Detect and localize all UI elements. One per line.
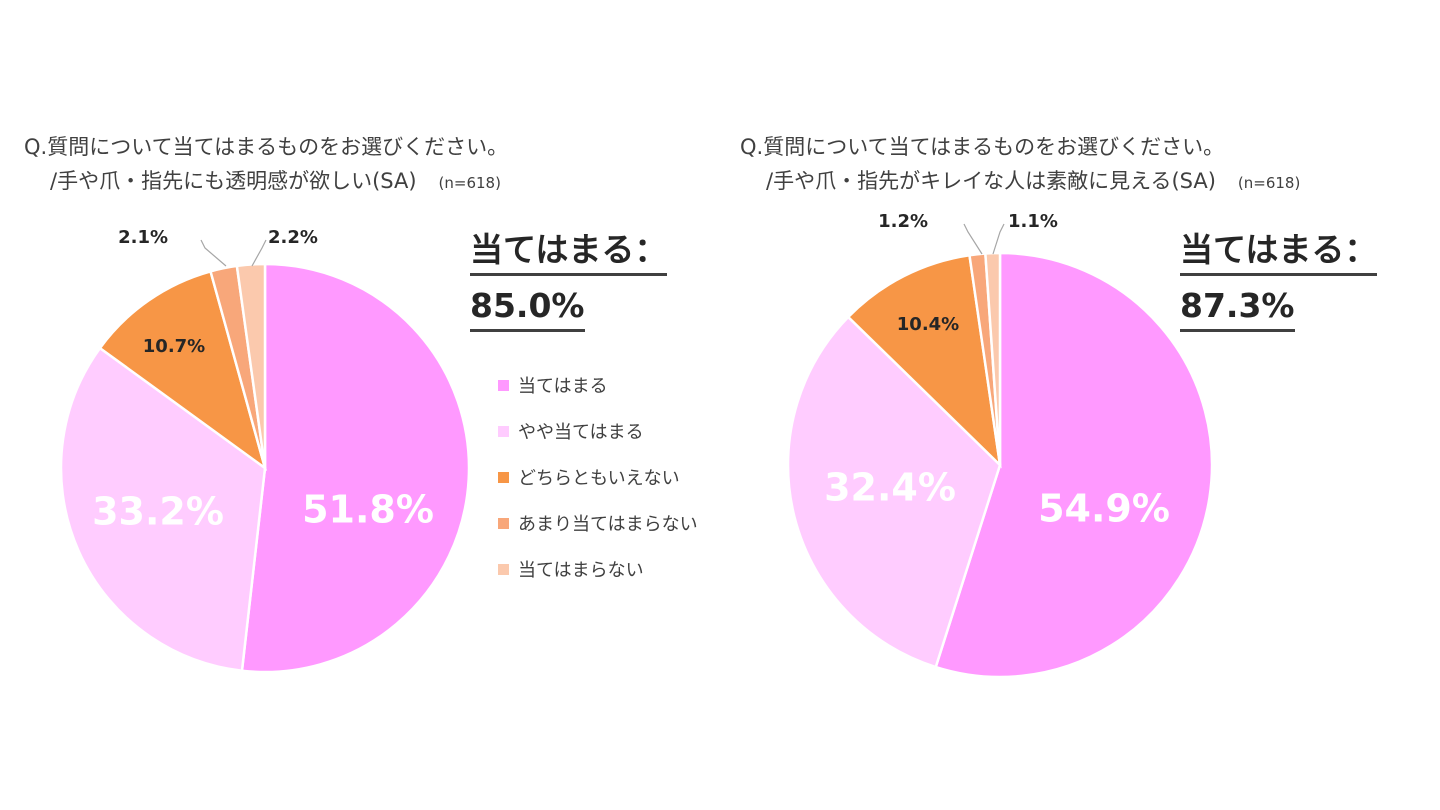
chart-left-summary: 当てはまる： 85.0% [470, 228, 668, 332]
legend-swatch [498, 425, 509, 437]
legend-label: 当てはまる [518, 376, 608, 397]
pie-right-data-label: 10.4% [897, 314, 959, 335]
pie-left-data-label: 2.2% [268, 227, 318, 248]
legend-swatch [498, 517, 509, 529]
legend-swatch [498, 563, 509, 575]
legend-item: やや当てはまる [498, 408, 698, 454]
chart-right-summary: 当てはまる： 87.3% [1180, 228, 1378, 332]
pie-left-data-label: 51.8% [302, 488, 434, 532]
legend-item: どちらともいえない [498, 454, 698, 500]
pie-right-data-label: 54.9% [1038, 487, 1170, 531]
pie-right-slice-1 [934, 251, 1214, 679]
chart-right-summary-value: 87.3% [1180, 284, 1295, 332]
pie-right-slice-3 [846, 253, 1002, 469]
pie-left-slice-2 [59, 346, 267, 673]
pie-left-slice-1 [240, 262, 471, 674]
pie-left-leader-line [200, 239, 227, 267]
chart-left-subquestion: /手や爪・指先にも透明感が欲しい(SA) [50, 169, 417, 193]
legend-label: あまり当てはまらない [518, 514, 698, 535]
pie-right-data-label: 1.1% [1008, 211, 1058, 232]
chart-left-title: Q.質問について当てはまるものをお選びください。 /手や爪・指先にも透明感が欲し… [24, 130, 508, 200]
chart-left-sample-size: (n=618) [438, 174, 501, 192]
pie-right-data-label: 1.2% [878, 211, 928, 232]
chart-left-summary-value: 85.0% [470, 284, 585, 332]
chart-right-sample-size: (n=618) [1237, 174, 1301, 192]
chart-right-summary-label: 当てはまる： [1180, 228, 1378, 276]
legend-label: どちらともいえない [518, 468, 680, 489]
chart-left-summary-label: 当てはまる： [470, 228, 668, 276]
pie-left-data-label: 10.7% [143, 336, 205, 357]
pie-left-slice-5 [235, 262, 267, 469]
chart-right-subquestion: /手や爪・指先がキレイな人は素敵に見える(SA) [766, 169, 1216, 193]
legend-swatch [498, 379, 509, 391]
chart-left-question: Q.質問について当てはまるものをお選びください。 [24, 135, 509, 159]
chart-right-question: Q.質問について当てはまるものをお選びください。 [740, 135, 1225, 159]
chart-legend: 当てはまる やや当てはまる どちらともいえない あまり当てはまらない 当てはまら… [498, 362, 698, 592]
pie-right-leader-line [992, 223, 1005, 255]
chart-right-title: Q.質問について当てはまるものをお選びください。 /手や爪・指先がキレイな人は素… [740, 130, 1300, 200]
legend-item: 当てはまらない [498, 546, 698, 592]
legend-item: 当てはまる [498, 362, 698, 408]
pie-right-data-label: 32.4% [824, 466, 956, 510]
legend-item: あまり当てはまらない [498, 500, 698, 546]
pie-left-data-label: 2.1% [118, 227, 168, 248]
pie-right-slice-2 [786, 315, 1002, 669]
pie-right-leader-line [963, 223, 983, 255]
legend-label: 当てはまらない [518, 560, 644, 581]
pie-left-leader-line [251, 239, 267, 267]
pie-left-data-label: 33.2% [92, 490, 224, 534]
legend-swatch [498, 471, 509, 483]
legend-label: やや当てはまる [518, 422, 644, 443]
